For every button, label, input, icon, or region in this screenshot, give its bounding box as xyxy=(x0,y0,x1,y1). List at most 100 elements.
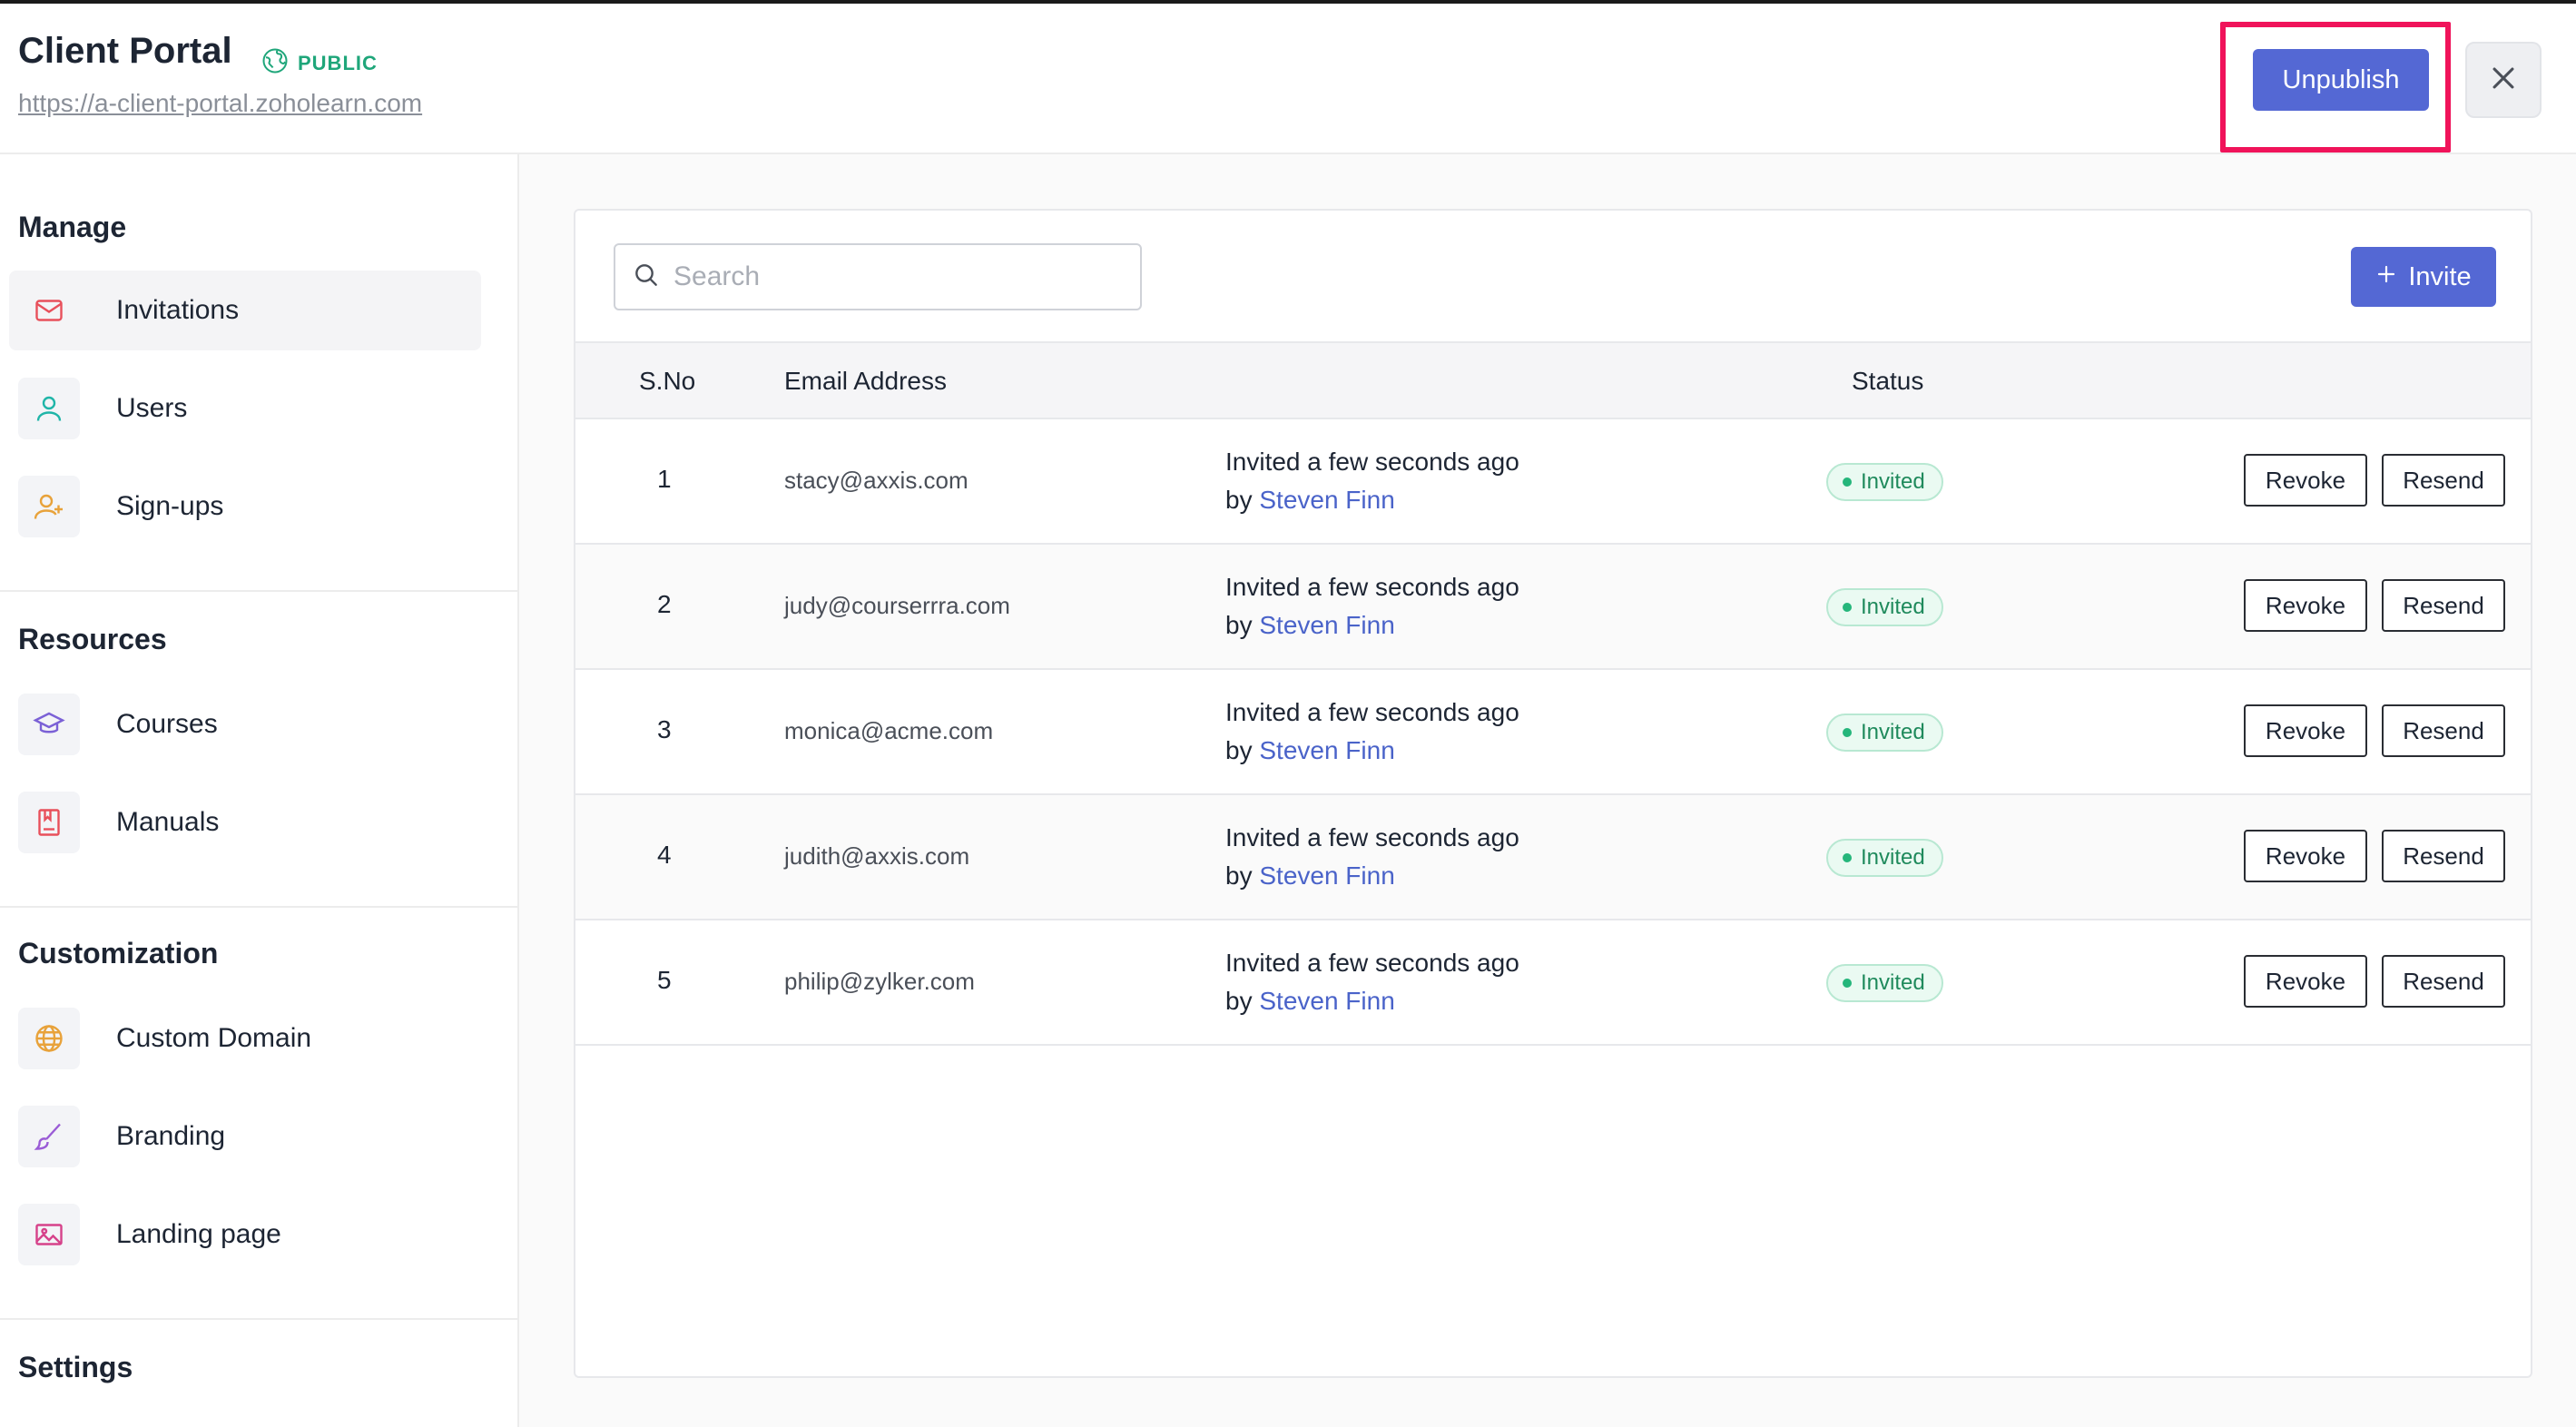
graduation-cap-icon xyxy=(18,694,80,755)
revoke-button[interactable]: Revoke xyxy=(2244,704,2367,757)
row-email: philip@zylker.com xyxy=(784,968,975,995)
resend-button[interactable]: Resend xyxy=(2382,579,2505,632)
sidebar-item-users[interactable]: Users xyxy=(9,369,481,448)
row-sno: 2 xyxy=(657,590,672,618)
column-header-sno: S.No xyxy=(639,367,696,395)
invite-button-label: Invite xyxy=(2408,261,2472,291)
search-input[interactable] xyxy=(673,261,1109,292)
unpublish-highlight-box xyxy=(2220,22,2451,153)
sidebar-item-courses[interactable]: Courses xyxy=(9,684,481,764)
window-top-border xyxy=(0,0,2576,4)
row-sno: 5 xyxy=(657,966,672,994)
unpublish-button[interactable]: Unpublish xyxy=(2253,49,2429,111)
sidebar-item-label: Users xyxy=(116,393,188,423)
invited-by-prefix: by xyxy=(1225,736,1253,764)
table-row: 1 stacy@axxis.com Invited a few seconds … xyxy=(575,419,2531,545)
resend-button[interactable]: Resend xyxy=(2382,704,2505,757)
sidebar-item-label: Landing page xyxy=(116,1219,281,1249)
sidebar: Manage Invitations Users Sign-ups Resour… xyxy=(0,154,519,1427)
resend-button[interactable]: Resend xyxy=(2382,454,2505,507)
row-invited-info: Invited a few seconds ago by Steven Finn xyxy=(1225,819,1519,895)
status-dot-icon xyxy=(1843,603,1852,612)
book-icon xyxy=(18,792,80,853)
sidebar-item-label: Branding xyxy=(116,1121,226,1151)
revoke-button[interactable]: Revoke xyxy=(2244,830,2367,882)
status-badge: Invited xyxy=(1826,714,1943,752)
sidebar-divider xyxy=(0,590,517,592)
user-icon xyxy=(18,378,80,439)
table-row: 2 judy@courserrra.com Invited a few seco… xyxy=(575,545,2531,670)
status-badge: Invited xyxy=(1826,588,1943,626)
invited-time: Invited a few seconds ago xyxy=(1225,698,1519,726)
row-sno: 4 xyxy=(657,841,672,869)
sidebar-item-custom-domain[interactable]: Custom Domain xyxy=(9,999,481,1078)
status-dot-icon xyxy=(1843,477,1852,487)
sidebar-item-manuals[interactable]: Manuals xyxy=(9,782,481,862)
invited-by-prefix: by xyxy=(1225,486,1253,514)
portal-url-link[interactable]: https://a-client-portal.zoholearn.com xyxy=(18,89,423,117)
invited-time: Invited a few seconds ago xyxy=(1225,448,1519,476)
row-email: judith@axxis.com xyxy=(784,842,970,870)
sidebar-item-label: Custom Domain xyxy=(116,1023,312,1053)
status-badge: Invited xyxy=(1826,964,1943,1002)
invited-by-prefix: by xyxy=(1225,611,1253,639)
sidebar-divider xyxy=(0,906,517,908)
public-badge: PUBLIC xyxy=(261,47,378,80)
invited-by-link[interactable]: Steven Finn xyxy=(1259,611,1395,639)
status-dot-icon xyxy=(1843,979,1852,988)
revoke-button[interactable]: Revoke xyxy=(2244,579,2367,632)
resend-button[interactable]: Resend xyxy=(2382,830,2505,882)
row-invited-info: Invited a few seconds ago by Steven Finn xyxy=(1225,568,1519,645)
globe-icon xyxy=(18,1008,80,1069)
row-invited-info: Invited a few seconds ago by Steven Finn xyxy=(1225,694,1519,770)
sidebar-item-label: Manuals xyxy=(116,807,220,837)
status-badge: Invited xyxy=(1826,463,1943,501)
sidebar-item-label: Invitations xyxy=(116,295,240,325)
row-email: monica@acme.com xyxy=(784,717,994,744)
search-field[interactable] xyxy=(614,243,1142,310)
sidebar-item-branding[interactable]: Branding xyxy=(9,1097,481,1176)
status-label: Invited xyxy=(1861,595,1925,619)
invited-by-link[interactable]: Steven Finn xyxy=(1259,861,1395,890)
status-dot-icon xyxy=(1843,853,1852,862)
invited-by-link[interactable]: Steven Finn xyxy=(1259,736,1395,764)
invited-by-link[interactable]: Steven Finn xyxy=(1259,486,1395,514)
table-row: 3 monica@acme.com Invited a few seconds … xyxy=(575,670,2531,795)
column-header-status: Status xyxy=(1852,367,1924,395)
image-icon xyxy=(18,1204,80,1265)
revoke-button[interactable]: Revoke xyxy=(2244,955,2367,1008)
resend-button[interactable]: Resend xyxy=(2382,955,2505,1008)
row-invited-info: Invited a few seconds ago by Steven Finn xyxy=(1225,944,1519,1020)
column-header-email: Email Address xyxy=(784,367,947,395)
sidebar-item-sign-ups[interactable]: Sign-ups xyxy=(9,467,481,546)
status-badge: Invited xyxy=(1826,839,1943,877)
section-title-customization: Customization xyxy=(18,937,219,969)
mail-icon xyxy=(18,280,80,341)
invited-by-prefix: by xyxy=(1225,861,1253,890)
revoke-button[interactable]: Revoke xyxy=(2244,454,2367,507)
sidebar-item-invitations[interactable]: Invitations xyxy=(9,271,481,350)
sidebar-item-landing-page[interactable]: Landing page xyxy=(9,1195,481,1274)
status-label: Invited xyxy=(1861,469,1925,494)
invited-by-link[interactable]: Steven Finn xyxy=(1259,987,1395,1015)
table-row: 5 philip@zylker.com Invited a few second… xyxy=(575,920,2531,1046)
section-title-manage: Manage xyxy=(18,211,127,243)
plus-icon xyxy=(2375,262,2397,292)
row-invited-info: Invited a few seconds ago by Steven Finn xyxy=(1225,443,1519,519)
invited-by-prefix: by xyxy=(1225,987,1253,1015)
portal-header: Client Portal PUBLIC https://a-client-po… xyxy=(0,4,2576,154)
section-title-resources: Resources xyxy=(18,623,167,655)
close-icon xyxy=(2488,63,2519,98)
status-label: Invited xyxy=(1861,845,1925,870)
status-label: Invited xyxy=(1861,720,1925,744)
row-email: stacy@axxis.com xyxy=(784,467,968,494)
invited-time: Invited a few seconds ago xyxy=(1225,823,1519,851)
close-button[interactable] xyxy=(2465,42,2542,118)
row-sno: 3 xyxy=(657,715,672,743)
status-dot-icon xyxy=(1843,728,1852,737)
sidebar-item-label: Courses xyxy=(116,709,218,739)
invitations-card: Invite S.No Email Address Status 1 stacy… xyxy=(574,209,2532,1378)
row-sno: 1 xyxy=(657,465,672,493)
portal-title: Client Portal xyxy=(18,31,232,71)
invite-button[interactable]: Invite xyxy=(2351,247,2496,307)
